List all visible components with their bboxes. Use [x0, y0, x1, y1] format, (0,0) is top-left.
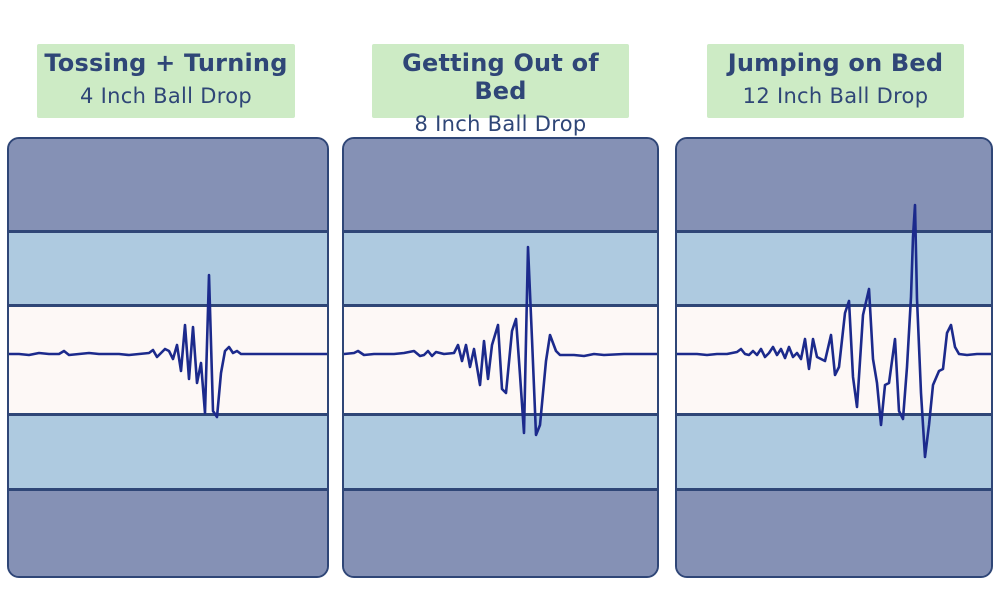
header-title: Jumping on Bed	[727, 49, 944, 77]
band-divider	[9, 413, 327, 416]
motion-waveform	[344, 245, 657, 437]
band-divider	[9, 488, 327, 491]
outer-band-top	[344, 139, 657, 231]
band-divider	[677, 488, 991, 491]
header-subtitle: 4 Inch Ball Drop	[79, 84, 252, 108]
motion-waveform	[677, 203, 991, 459]
outer-band-bottom	[677, 489, 991, 576]
band-divider	[677, 304, 991, 307]
band-divider	[9, 304, 327, 307]
mattress-panel-tossing-turning	[7, 137, 329, 578]
mattress-panel-getting-out-of-bed	[342, 137, 659, 578]
header-subtitle: 12 Inch Ball Drop	[742, 84, 929, 108]
middle-band-bottom	[9, 414, 327, 489]
center-band	[9, 305, 327, 414]
waveform-line	[9, 273, 327, 419]
middle-band-top	[344, 231, 657, 305]
waveform-line	[344, 245, 657, 437]
middle-band-bottom	[344, 414, 657, 489]
band-divider	[344, 230, 657, 233]
band-divider	[677, 230, 991, 233]
middle-band-bottom	[677, 414, 991, 489]
middle-band-top	[9, 231, 327, 305]
outer-band-bottom	[344, 489, 657, 576]
mattress-panel-jumping-on-bed	[675, 137, 993, 578]
motion-waveform	[9, 273, 327, 419]
outer-band-bottom	[9, 489, 327, 576]
band-divider	[344, 304, 657, 307]
band-divider	[344, 413, 657, 416]
header-getting-out-of-bed: Getting Out of Bed 8 Inch Ball Drop	[372, 44, 629, 136]
waveform-line	[677, 203, 991, 459]
header-tossing-turning: Tossing + Turning 4 Inch Ball Drop	[37, 44, 295, 118]
header-title: Tossing + Turning	[44, 49, 288, 77]
header-jumping-on-bed: Jumping on Bed 12 Inch Ball Drop	[707, 44, 964, 118]
header-subtitle: 8 Inch Ball Drop	[414, 112, 587, 136]
band-divider	[677, 413, 991, 416]
outer-band-top	[9, 139, 327, 231]
header-title: Getting Out of Bed	[402, 49, 599, 105]
outer-band-top	[677, 139, 991, 231]
band-divider	[344, 488, 657, 491]
middle-band-top	[677, 231, 991, 305]
band-divider	[9, 230, 327, 233]
